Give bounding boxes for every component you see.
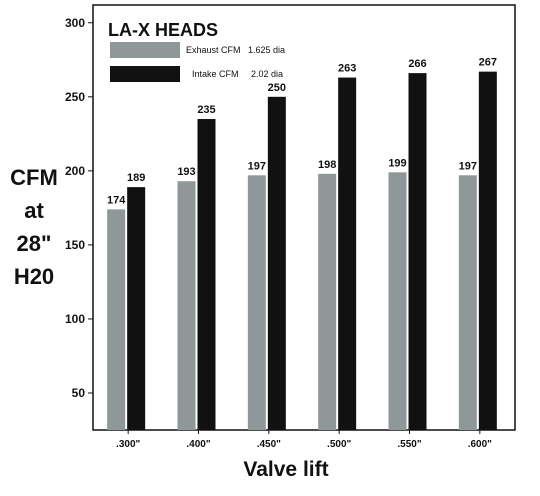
x-tick-label: .300"	[116, 439, 140, 450]
exhaust-bar	[107, 209, 126, 430]
y-axis-title-line: at	[24, 198, 44, 223]
x-tick-label: .550"	[397, 439, 421, 450]
intake-bar	[267, 96, 286, 431]
exhaust-value-label: 174	[107, 194, 126, 206]
intake-legend-spec: 2.02 dia	[251, 69, 283, 79]
exhaust-legend-spec: 1.625 dia	[248, 45, 285, 55]
exhaust-bar	[318, 173, 337, 430]
intake-legend-label: Intake CFM	[192, 69, 239, 79]
y-tick-label: 300	[65, 16, 85, 30]
legend: Exhaust CFM 1.625 dia Intake CFM 2.02 dia	[110, 42, 285, 82]
y-tick-label: 150	[65, 238, 85, 252]
exhaust-legend-label: Exhaust CFM	[186, 45, 241, 55]
exhaust-value-label: 198	[318, 159, 336, 171]
y-tick-label: 100	[65, 312, 85, 326]
x-tick-label: .400"	[186, 439, 210, 450]
exhaust-bar	[247, 175, 266, 430]
y-axis-title-line: H20	[14, 264, 54, 289]
intake-value-label: 250	[268, 82, 286, 94]
intake-value-label: 189	[127, 172, 145, 184]
intake-value-label: 263	[338, 63, 356, 75]
chart-title: LA-X HEADS	[108, 20, 218, 40]
exhaust-value-label: 197	[248, 160, 266, 172]
exhaust-value-label: 197	[459, 160, 477, 172]
exhaust-value-label: 193	[177, 166, 195, 178]
exhaust-value-label: 199	[388, 157, 406, 169]
intake-value-label: 235	[197, 104, 215, 116]
intake-value-label: 267	[479, 57, 497, 69]
intake-bar	[478, 71, 497, 430]
x-axis-title: Valve lift	[243, 458, 328, 481]
exhaust-bar	[458, 175, 477, 430]
intake-bar	[197, 119, 216, 431]
intake-bar	[127, 187, 146, 430]
intake-legend-swatch	[110, 66, 180, 82]
exhaust-bar	[177, 181, 196, 430]
intake-bar	[338, 77, 357, 430]
x-tick-label: .600"	[468, 439, 492, 450]
intake-bar	[408, 73, 427, 430]
y-axis-title-line: CFM	[10, 165, 58, 190]
y-tick-label: 50	[72, 386, 86, 400]
y-tick-label: 200	[65, 164, 85, 178]
exhaust-legend-swatch	[110, 42, 180, 58]
y-axis-title-line: 28"	[17, 231, 52, 256]
exhaust-bar	[388, 172, 407, 431]
x-tick-label: .450"	[257, 439, 281, 450]
intake-value-label: 266	[408, 58, 426, 70]
y-axis-title: CFM at 28" H20	[10, 165, 58, 289]
y-tick-label: 250	[65, 90, 85, 104]
x-tick-label: .500"	[327, 439, 351, 450]
